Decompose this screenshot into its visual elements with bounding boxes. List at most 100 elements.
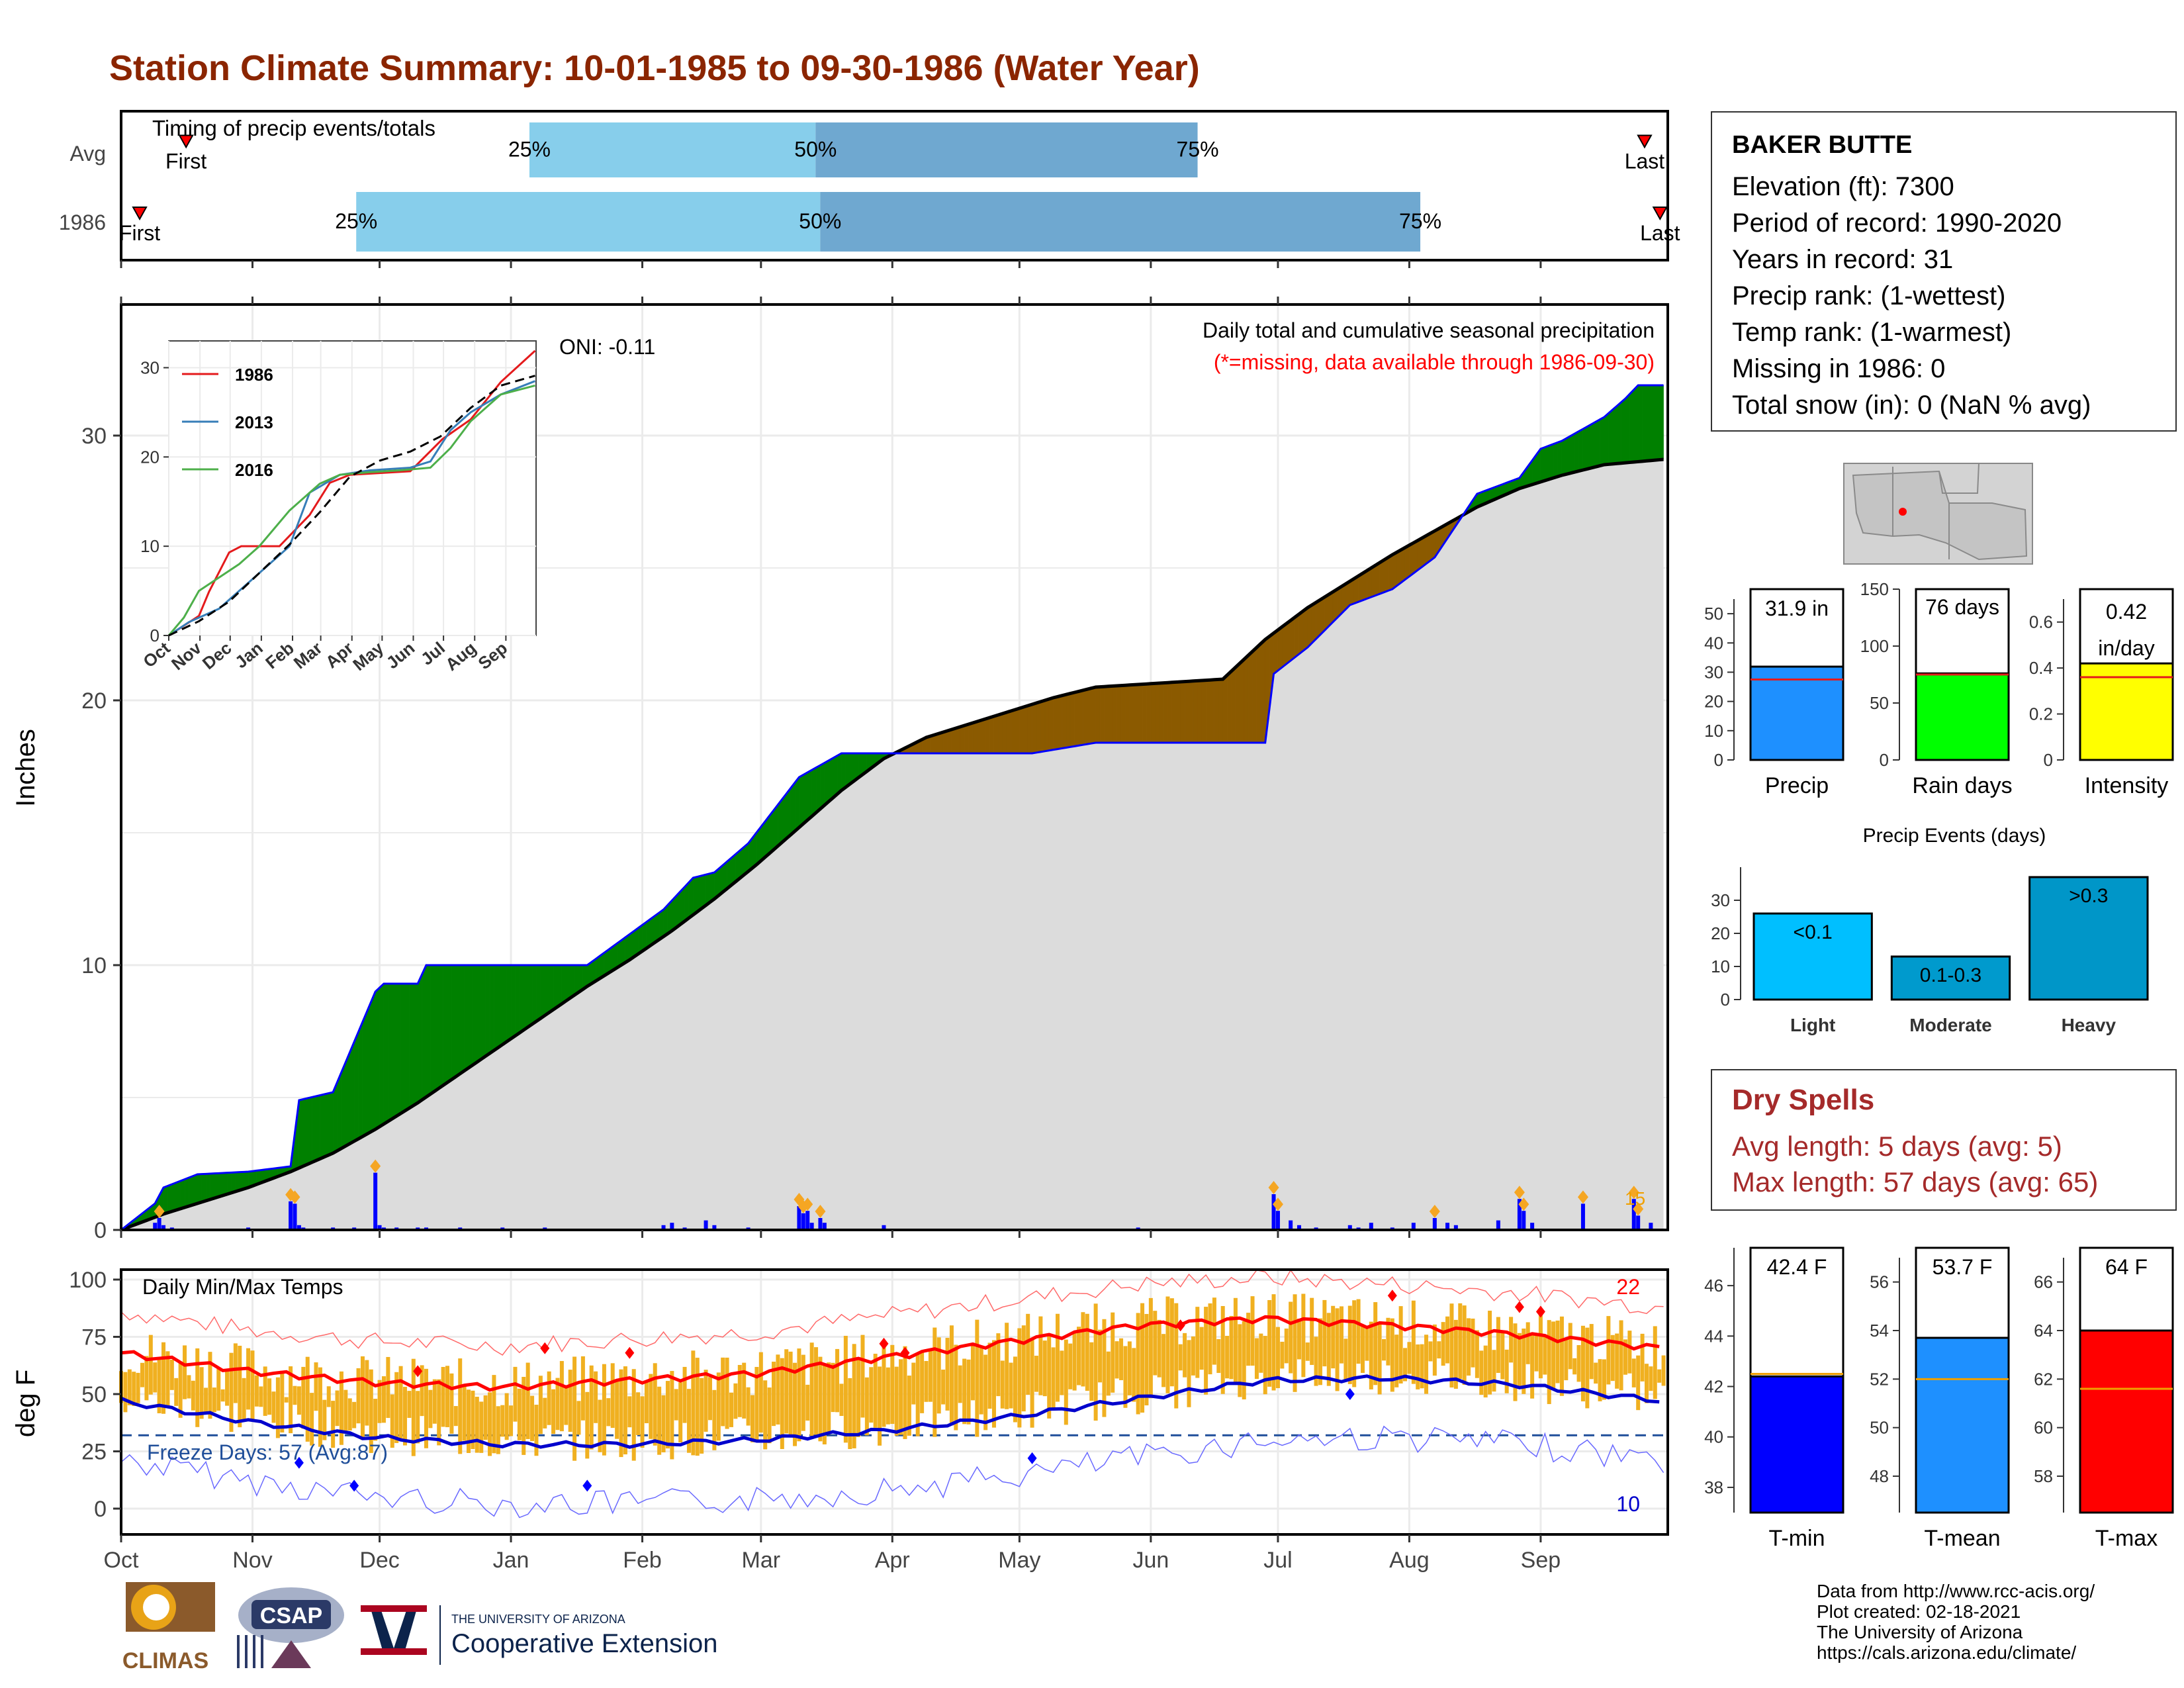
mini-chart-t-min: 38 40 42 44 46 T-min 42.4 F — [1704, 1246, 1844, 1551]
precip-anomaly-fill — [1057, 695, 1062, 749]
precip-title: Daily total and cumulative seasonal prec… — [1203, 318, 1655, 342]
daily-temp-bar — [716, 1372, 721, 1441]
precip-anomaly-fill — [566, 964, 570, 1002]
daily-temp-bar — [280, 1370, 285, 1433]
daily-temp-bar — [462, 1385, 467, 1441]
precip-anomaly-fill — [553, 964, 558, 1010]
inset-ytick-label: 20 — [140, 447, 159, 467]
daily-temp-bar — [886, 1367, 890, 1425]
ua-logo-top-text: THE UNIVERSITY OF ARIZONA — [451, 1613, 625, 1626]
daily-temp-bar — [1263, 1336, 1267, 1395]
precip-anomaly-fill — [1367, 567, 1372, 599]
precip-anomaly-fill — [1600, 416, 1605, 466]
daily-temp-bar — [1559, 1316, 1564, 1396]
daily-temp-bar — [1220, 1305, 1225, 1394]
precip-anomaly-fill — [1320, 596, 1325, 635]
precip-anomaly-fill — [519, 964, 524, 1033]
daily-precip-peak-marker — [1633, 1202, 1644, 1216]
dry-spells-box: Dry Spells Avg length: 5 days (avg: 5) M… — [1711, 1069, 2177, 1211]
temp-ytick-label: 0 — [94, 1497, 107, 1522]
ua-logo-bottom-text: Cooperative Extension — [451, 1629, 717, 1658]
daily-temp-bar — [220, 1389, 225, 1402]
events-title: Precip Events (days) — [1863, 825, 2046, 847]
daily-temp-bar — [890, 1344, 895, 1425]
daily-temp-bar — [869, 1367, 874, 1423]
daily-temp-bar — [754, 1366, 759, 1442]
daily-temp-bar — [1483, 1345, 1488, 1398]
daily-temp-bar — [1127, 1341, 1132, 1395]
daily-temp-bar — [915, 1353, 920, 1436]
events-ytick-label: 20 — [1711, 923, 1730, 943]
daily-temp-bar — [1064, 1339, 1068, 1425]
daily-precip-bar — [1411, 1223, 1416, 1230]
precip-ytick-label: 0 — [94, 1218, 107, 1243]
precip-anomaly-fill — [1388, 554, 1393, 591]
precip-anomaly-fill — [1396, 549, 1401, 586]
daily-temp-bar — [1310, 1297, 1314, 1365]
mini-ytick-label: 0.6 — [2029, 612, 2053, 632]
precip-anomaly-fill — [680, 886, 685, 925]
precip-anomaly-fill — [1019, 706, 1024, 754]
daily-temp-bar — [610, 1363, 615, 1429]
credit-line: Plot created: 02-18-2021 — [1817, 1601, 2021, 1622]
daily-temp-bar — [1331, 1305, 1336, 1369]
daily-temp-bar — [411, 1358, 416, 1456]
daily-temp-bar — [1649, 1366, 1653, 1391]
daily-temp-bar — [522, 1376, 526, 1455]
inset-legend-label: 1986 — [235, 365, 273, 385]
daily-temp-bar — [1208, 1303, 1212, 1375]
daily-temp-bar — [1504, 1349, 1509, 1393]
precip-anomaly-fill — [1417, 538, 1422, 571]
mini-ytick-label: 48 — [1870, 1466, 1889, 1486]
daily-temp-bar — [449, 1373, 454, 1434]
precip-anomaly-fill — [1240, 659, 1244, 743]
mini-ytick-label: 40 — [1704, 1427, 1723, 1447]
daily-temp-bar — [530, 1395, 535, 1441]
daily-precip-bar — [1631, 1199, 1636, 1230]
daily-precip-peak-marker — [1429, 1205, 1440, 1218]
precip-anomaly-fill — [1553, 442, 1558, 479]
precip-anomaly-fill — [523, 964, 528, 1031]
daily-temp-bar — [1242, 1321, 1246, 1400]
daily-temp-bar — [1301, 1293, 1306, 1378]
daily-temp-bar — [627, 1396, 632, 1428]
daily-temp-bar — [555, 1378, 560, 1430]
daily-precip-bar — [809, 1223, 814, 1230]
precip-anomaly-fill — [1214, 679, 1219, 743]
avg-min-temp-line — [120, 1374, 1660, 1449]
precip-anomaly-fill — [341, 1062, 346, 1149]
daily-temp-bar — [644, 1380, 649, 1423]
daily-temp-bar — [594, 1371, 598, 1423]
precip-anomaly-fill — [1295, 614, 1300, 658]
inset-lines — [167, 350, 536, 637]
daily-precip-bar — [161, 1225, 166, 1230]
daily-temp-bar — [1471, 1318, 1475, 1368]
mini-value-bar — [1749, 665, 1844, 761]
daily-temp-bar — [1111, 1312, 1115, 1393]
precip-anomaly-fill — [1062, 694, 1067, 749]
inset-legend-label: 2013 — [235, 412, 273, 432]
precip-anomaly-fill — [167, 1184, 173, 1213]
precip-anomaly-fill — [998, 713, 1003, 754]
daily-temp-bar — [390, 1394, 394, 1448]
daily-temp-bar — [784, 1349, 789, 1434]
daily-temp-bar — [242, 1378, 246, 1422]
mini-value-bar — [2079, 1329, 2174, 1514]
daily-temp-bar — [1568, 1323, 1572, 1370]
precip-anomaly-fill — [1197, 680, 1202, 743]
precip-anomaly-fill — [1422, 535, 1427, 567]
station-years: Years in record: 31 — [1732, 245, 1954, 274]
precip-anomaly-fill — [506, 964, 512, 1043]
daily-temp-bar — [496, 1406, 500, 1454]
precip-anomaly-fill — [1621, 398, 1626, 463]
daily-temp-bar — [936, 1337, 941, 1414]
temp-record-marker — [1514, 1301, 1524, 1313]
daily-precip-bar — [818, 1218, 823, 1230]
daily-temp-bar — [1259, 1333, 1263, 1373]
daily-temp-bar — [670, 1371, 674, 1460]
daily-temp-bar — [1042, 1340, 1047, 1397]
precip-anomaly-fill — [1032, 702, 1037, 754]
daily-temp-bar — [1148, 1297, 1153, 1399]
precip-anomaly-fill — [443, 964, 448, 1086]
temp-xtick-label: Apr — [875, 1548, 910, 1573]
